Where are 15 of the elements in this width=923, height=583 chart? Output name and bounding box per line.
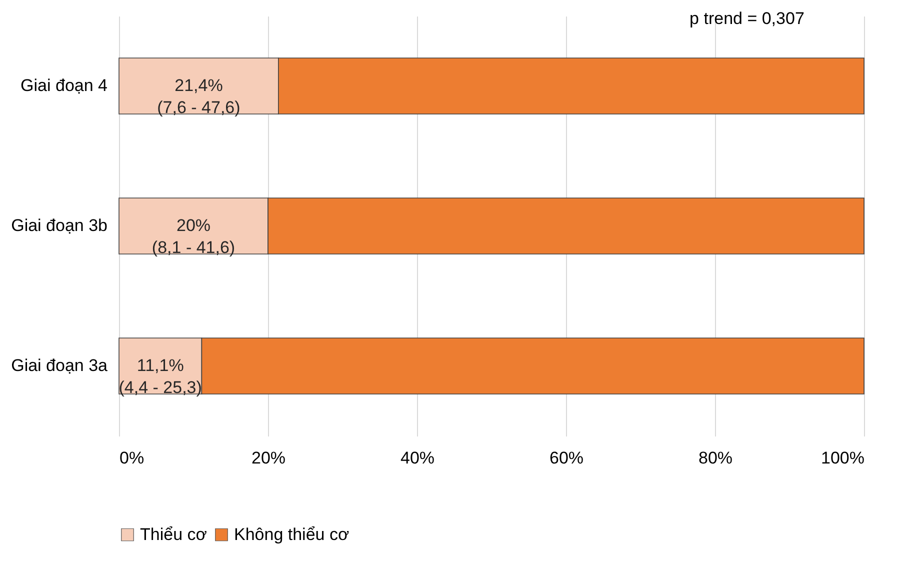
legend-label: Thiểu cơ [140, 524, 207, 544]
data-label: 21,4% (7,6 - 47,6) [157, 76, 240, 117]
legend-label: Không thiểu cơ [234, 524, 350, 544]
x-tick-label: 80% [698, 448, 733, 468]
y-tick-label: Giai đoạn 3a [11, 356, 108, 375]
x-tick-label: 20% [251, 448, 286, 468]
data-label: 11,1% (4,4 - 25,3) [118, 356, 202, 397]
x-tick-label: 0% [120, 448, 144, 468]
annotation: p trend = 0,307 [690, 9, 804, 28]
x-tick-label: 100% [821, 448, 864, 468]
data-label: 20% (8,1 - 41,6) [152, 216, 236, 257]
x-tick-label: 40% [400, 448, 435, 468]
y-tick-label: Giai đoạn 3b [11, 216, 108, 235]
x-tick-label: 60% [549, 448, 584, 468]
y-tick-label: Giai đoạn 4 [20, 76, 108, 95]
